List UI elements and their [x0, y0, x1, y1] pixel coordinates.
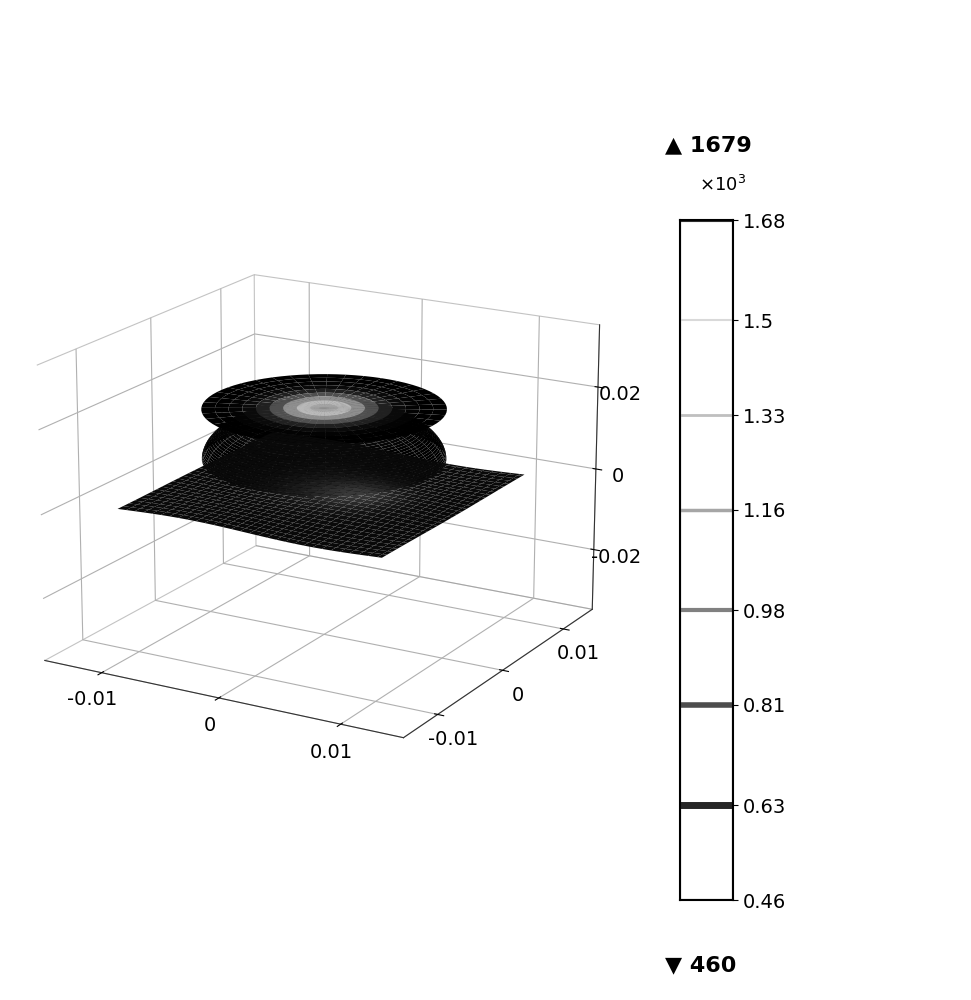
- Text: ▼ 460: ▼ 460: [665, 955, 737, 975]
- Text: $\times$10$^3$: $\times$10$^3$: [699, 175, 747, 195]
- Text: ▲ 1679: ▲ 1679: [665, 135, 752, 155]
